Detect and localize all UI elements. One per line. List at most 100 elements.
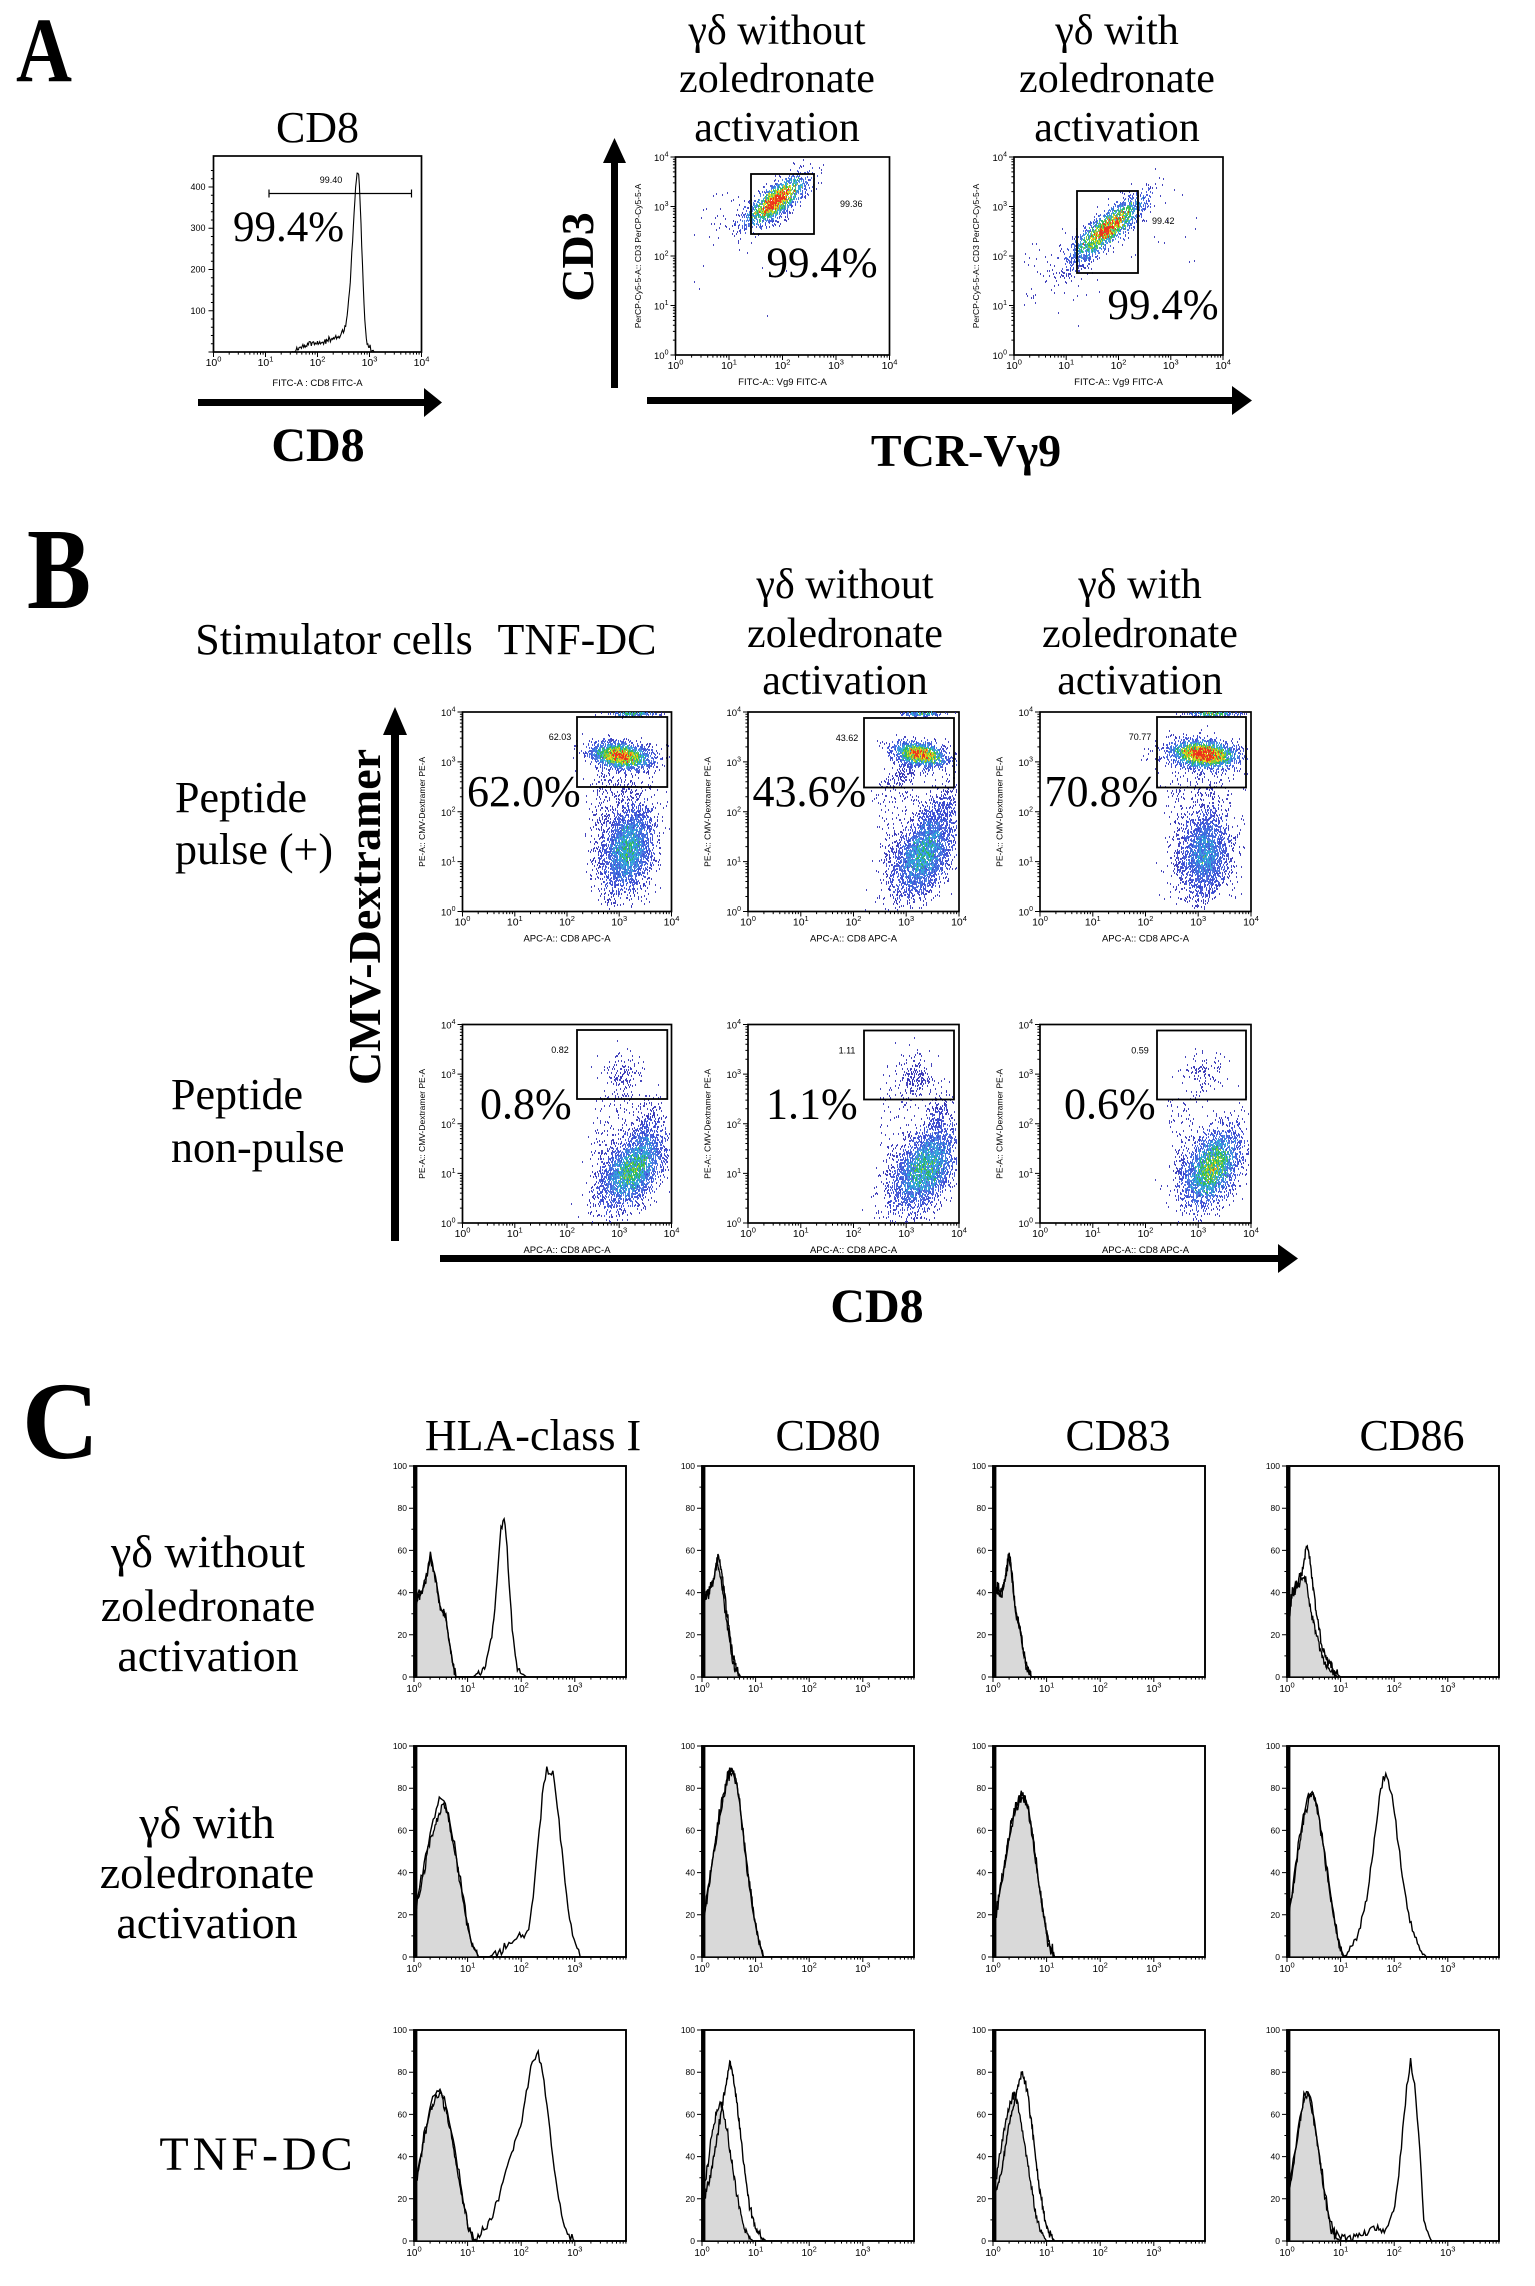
svg-text:CD86: CD86 (1359, 1411, 1464, 1460)
svg-text:40: 40 (977, 1588, 987, 1598)
svg-text:TCR-Vγ9: TCR-Vγ9 (871, 425, 1061, 476)
svg-text:100: 100 (393, 2025, 407, 2035)
svg-text:20: 20 (686, 1910, 696, 1920)
svg-text:80: 80 (686, 2067, 696, 2077)
svg-text:100: 100 (972, 2025, 986, 2035)
svg-text:80: 80 (977, 1503, 987, 1513)
svg-text:γδ with: γδ with (1077, 562, 1202, 608)
svg-text:60: 60 (686, 2109, 696, 2119)
svg-text:PE-A:: CMV-Dextramer PE-A: PE-A:: CMV-Dextramer PE-A (995, 756, 1005, 866)
svg-text:γδ with: γδ with (1054, 8, 1179, 54)
svg-text:non-pulse: non-pulse (171, 1123, 345, 1172)
svg-text:activation: activation (116, 1897, 297, 1948)
svg-text:99.4%: 99.4% (233, 204, 344, 251)
svg-text:200: 200 (190, 265, 205, 275)
svg-text:0: 0 (981, 1672, 986, 1682)
svg-text:80: 80 (1271, 1503, 1281, 1513)
svg-text:CD8: CD8 (830, 1280, 923, 1333)
svg-text:60: 60 (686, 1825, 696, 1835)
svg-text:62.03: 62.03 (549, 732, 572, 742)
svg-text:FITC-A:: Vg9 FITC-A: FITC-A:: Vg9 FITC-A (1074, 377, 1163, 388)
svg-text:80: 80 (686, 1503, 696, 1513)
svg-text:20: 20 (1271, 1630, 1281, 1640)
svg-text:20: 20 (686, 2194, 696, 2204)
svg-text:40: 40 (686, 1588, 696, 1598)
svg-text:400: 400 (190, 182, 205, 192)
svg-text:APC-A:: CD8 APC-A: APC-A:: CD8 APC-A (1102, 1245, 1190, 1256)
svg-text:0: 0 (402, 1672, 407, 1682)
svg-text:0: 0 (690, 1672, 695, 1682)
svg-text:TNF-DC: TNF-DC (159, 2128, 356, 2181)
svg-text:99.36: 99.36 (840, 199, 863, 209)
svg-text:1.1%: 1.1% (766, 1080, 858, 1129)
svg-text:100: 100 (393, 1461, 407, 1471)
svg-text:FITC-A : CD8 FITC-A: FITC-A : CD8 FITC-A (272, 378, 363, 389)
svg-text:80: 80 (398, 2067, 408, 2077)
svg-text:zoledronate: zoledronate (101, 1580, 316, 1631)
svg-text:100: 100 (1266, 1741, 1280, 1751)
svg-text:80: 80 (977, 2067, 987, 2077)
svg-text:60: 60 (398, 1545, 408, 1555)
svg-text:0: 0 (981, 2236, 986, 2246)
svg-text:99.40: 99.40 (320, 175, 343, 185)
svg-text:100: 100 (681, 1461, 695, 1471)
svg-text:40: 40 (977, 1868, 987, 1878)
svg-text:43.62: 43.62 (836, 733, 859, 743)
svg-text:CD80: CD80 (775, 1411, 880, 1460)
svg-text:1.11: 1.11 (839, 1046, 856, 1056)
svg-text:Peptide: Peptide (175, 773, 307, 822)
svg-text:60: 60 (398, 1825, 408, 1835)
svg-text:APC-A:: CD8 APC-A: APC-A:: CD8 APC-A (523, 934, 611, 945)
svg-text:B: B (27, 506, 91, 633)
svg-text:100: 100 (681, 2025, 695, 2035)
svg-text:γδ without: γδ without (110, 1526, 305, 1577)
svg-text:100: 100 (190, 306, 205, 316)
svg-text:APC-A:: CD8 APC-A: APC-A:: CD8 APC-A (1102, 934, 1190, 945)
svg-text:PE-A:: CMV-Dextramer PE-A: PE-A:: CMV-Dextramer PE-A (417, 756, 427, 866)
svg-text:zoledronate: zoledronate (747, 611, 943, 657)
svg-text:C: C (22, 1360, 99, 1482)
svg-text:activation: activation (1057, 658, 1223, 704)
svg-text:99.42: 99.42 (1152, 216, 1175, 226)
svg-text:40: 40 (398, 1868, 408, 1878)
svg-text:40: 40 (1271, 1588, 1281, 1598)
svg-text:APC-A:: CD8 APC-A: APC-A:: CD8 APC-A (810, 934, 898, 945)
svg-text:γδ without: γδ without (687, 8, 866, 54)
svg-text:20: 20 (977, 1910, 987, 1920)
svg-text:pulse (+): pulse (+) (175, 825, 333, 874)
svg-text:300: 300 (190, 223, 205, 233)
svg-text:100: 100 (1266, 2025, 1280, 2035)
svg-text:0: 0 (1275, 2236, 1280, 2246)
svg-text:40: 40 (398, 1588, 408, 1598)
svg-text:60: 60 (977, 2109, 987, 2119)
svg-text:60: 60 (977, 1825, 987, 1835)
svg-text:60: 60 (977, 1545, 987, 1555)
svg-text:zoledronate: zoledronate (679, 56, 875, 102)
svg-text:80: 80 (686, 1783, 696, 1793)
svg-text:20: 20 (398, 1910, 408, 1920)
svg-text:0: 0 (981, 1952, 986, 1962)
svg-text:100: 100 (972, 1461, 986, 1471)
svg-text:80: 80 (1271, 1783, 1281, 1793)
svg-text:20: 20 (977, 1630, 987, 1640)
svg-text:Peptide: Peptide (171, 1070, 303, 1119)
svg-text:60: 60 (398, 2109, 408, 2119)
svg-text:20: 20 (398, 1630, 408, 1640)
svg-text:0: 0 (690, 2236, 695, 2246)
svg-text:activation: activation (762, 658, 928, 704)
svg-text:A: A (16, 0, 72, 101)
svg-text:100: 100 (972, 1741, 986, 1751)
svg-text:γδ with: γδ with (138, 1797, 274, 1848)
svg-text:100: 100 (681, 1741, 695, 1751)
svg-text:PE-A:: CMV-Dextramer PE-A: PE-A:: CMV-Dextramer PE-A (417, 1068, 427, 1178)
svg-text:PerCP-Cy5-5-A:: CD3 PerCP-Cy5-: PerCP-Cy5-5-A:: CD3 PerCP-Cy5-5-A (971, 183, 981, 328)
svg-text:80: 80 (398, 1783, 408, 1793)
svg-text:APC-A:: CD8 APC-A: APC-A:: CD8 APC-A (523, 1245, 611, 1256)
svg-text:40: 40 (1271, 1868, 1281, 1878)
svg-text:60: 60 (686, 1545, 696, 1555)
svg-text:activation: activation (117, 1630, 298, 1681)
svg-text:99.4%: 99.4% (766, 240, 877, 287)
svg-text:80: 80 (398, 1503, 408, 1513)
svg-text:FITC-A:: Vg9 FITC-A: FITC-A:: Vg9 FITC-A (738, 377, 827, 388)
svg-text:40: 40 (1271, 2152, 1281, 2162)
